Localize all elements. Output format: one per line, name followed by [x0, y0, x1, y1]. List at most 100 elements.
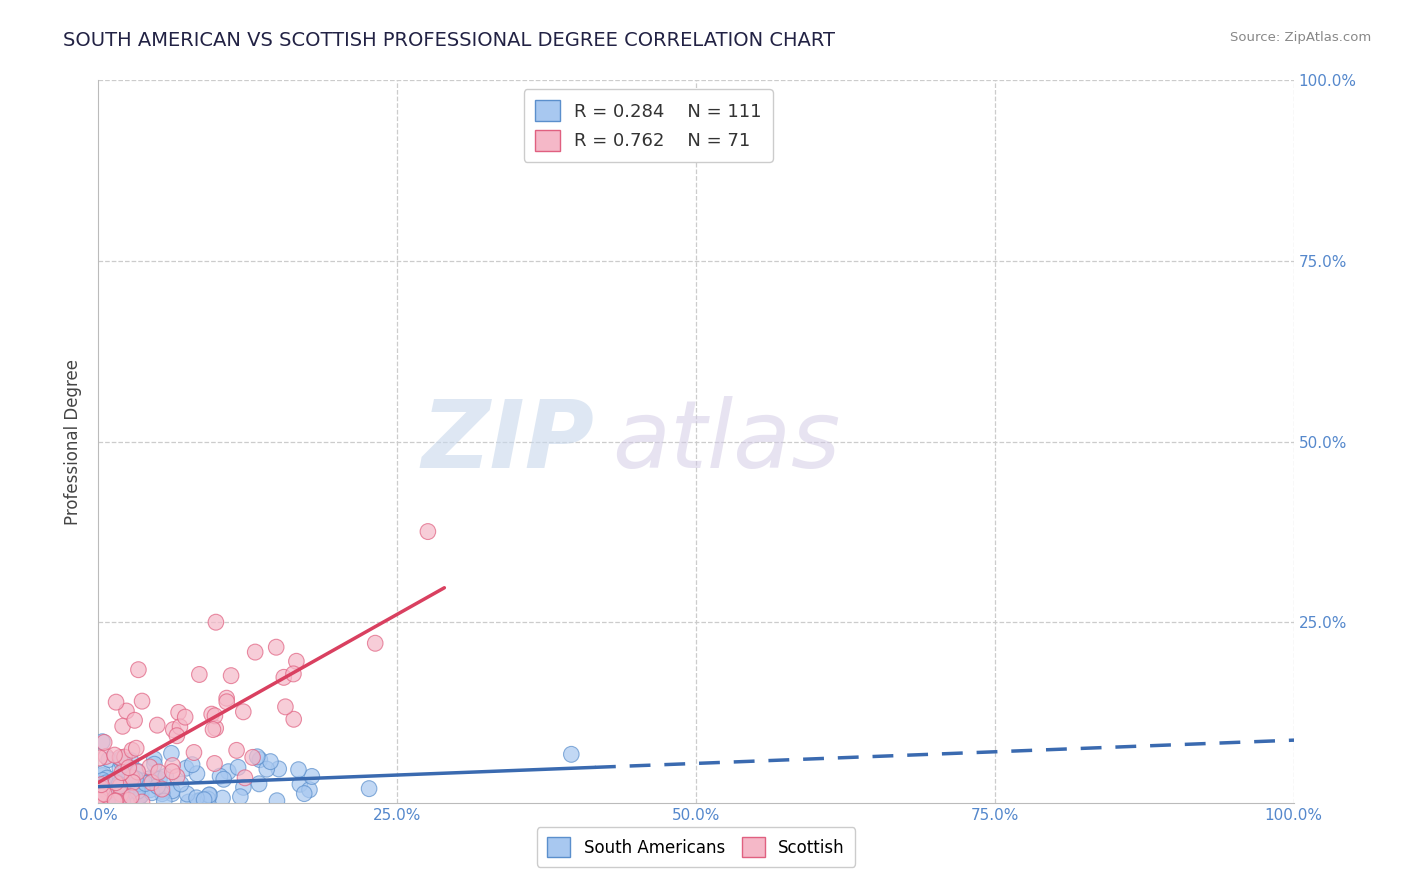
Ellipse shape [101, 780, 118, 795]
Ellipse shape [173, 776, 188, 792]
Ellipse shape [142, 759, 157, 775]
Ellipse shape [221, 764, 236, 780]
Ellipse shape [91, 750, 107, 766]
Ellipse shape [125, 774, 141, 790]
Text: ZIP: ZIP [422, 395, 595, 488]
Ellipse shape [115, 778, 131, 794]
Ellipse shape [112, 777, 128, 793]
Ellipse shape [121, 760, 136, 775]
Ellipse shape [124, 753, 139, 769]
Ellipse shape [107, 793, 122, 809]
Ellipse shape [134, 794, 150, 810]
Ellipse shape [224, 668, 239, 683]
Ellipse shape [97, 786, 112, 802]
Ellipse shape [219, 694, 235, 710]
Ellipse shape [94, 777, 110, 793]
Ellipse shape [205, 722, 221, 738]
Ellipse shape [201, 787, 217, 803]
Ellipse shape [112, 749, 128, 765]
Ellipse shape [134, 788, 149, 804]
Ellipse shape [118, 756, 134, 772]
Ellipse shape [236, 780, 252, 796]
Ellipse shape [122, 766, 138, 782]
Ellipse shape [114, 769, 129, 785]
Ellipse shape [91, 788, 107, 804]
Ellipse shape [110, 775, 127, 791]
Ellipse shape [302, 781, 318, 797]
Ellipse shape [172, 719, 188, 735]
Ellipse shape [420, 524, 436, 540]
Ellipse shape [149, 717, 165, 733]
Ellipse shape [288, 653, 304, 669]
Ellipse shape [252, 752, 267, 768]
Ellipse shape [190, 794, 205, 810]
Ellipse shape [101, 788, 117, 804]
Ellipse shape [249, 749, 264, 764]
Ellipse shape [276, 669, 291, 685]
Ellipse shape [181, 794, 197, 810]
Ellipse shape [212, 768, 228, 784]
Ellipse shape [112, 770, 128, 786]
Ellipse shape [166, 722, 181, 738]
Ellipse shape [229, 742, 245, 758]
Ellipse shape [118, 780, 134, 795]
Ellipse shape [285, 666, 301, 681]
Ellipse shape [291, 762, 307, 778]
Ellipse shape [128, 771, 143, 787]
Legend: South Americans, Scottish: South Americans, Scottish [537, 828, 855, 867]
Ellipse shape [96, 794, 111, 810]
Ellipse shape [117, 749, 132, 765]
Ellipse shape [125, 777, 141, 793]
Ellipse shape [157, 768, 173, 784]
Ellipse shape [101, 752, 117, 767]
Ellipse shape [245, 749, 260, 765]
Ellipse shape [103, 787, 118, 803]
Ellipse shape [146, 751, 162, 767]
Ellipse shape [269, 640, 284, 655]
Ellipse shape [142, 781, 157, 797]
Ellipse shape [208, 615, 224, 630]
Ellipse shape [120, 785, 135, 801]
Ellipse shape [202, 787, 218, 803]
Ellipse shape [271, 761, 287, 777]
Ellipse shape [148, 771, 163, 786]
Text: atlas: atlas [613, 396, 841, 487]
Ellipse shape [94, 780, 110, 797]
Ellipse shape [104, 786, 120, 802]
Text: Source: ZipAtlas.com: Source: ZipAtlas.com [1230, 31, 1371, 45]
Ellipse shape [252, 776, 267, 792]
Ellipse shape [108, 793, 124, 809]
Ellipse shape [131, 662, 146, 678]
Ellipse shape [292, 776, 308, 792]
Ellipse shape [135, 693, 150, 709]
Ellipse shape [117, 780, 132, 796]
Ellipse shape [269, 793, 285, 809]
Ellipse shape [155, 781, 170, 797]
Ellipse shape [361, 780, 377, 797]
Ellipse shape [190, 766, 205, 781]
Ellipse shape [236, 704, 252, 720]
Ellipse shape [112, 761, 128, 776]
Ellipse shape [191, 666, 207, 682]
Ellipse shape [114, 786, 129, 802]
Ellipse shape [141, 771, 157, 787]
Ellipse shape [179, 760, 194, 776]
Ellipse shape [200, 791, 217, 807]
Y-axis label: Professional Degree: Professional Degree [65, 359, 83, 524]
Ellipse shape [207, 756, 222, 772]
Ellipse shape [108, 694, 124, 710]
Ellipse shape [112, 779, 128, 794]
Ellipse shape [148, 777, 163, 793]
Ellipse shape [124, 742, 139, 758]
Ellipse shape [132, 789, 148, 805]
Ellipse shape [114, 794, 129, 810]
Ellipse shape [118, 703, 134, 719]
Ellipse shape [165, 786, 180, 802]
Ellipse shape [163, 746, 179, 762]
Ellipse shape [93, 788, 108, 804]
Ellipse shape [129, 783, 145, 799]
Ellipse shape [94, 784, 110, 800]
Ellipse shape [108, 794, 124, 809]
Ellipse shape [155, 783, 170, 799]
Ellipse shape [98, 792, 114, 808]
